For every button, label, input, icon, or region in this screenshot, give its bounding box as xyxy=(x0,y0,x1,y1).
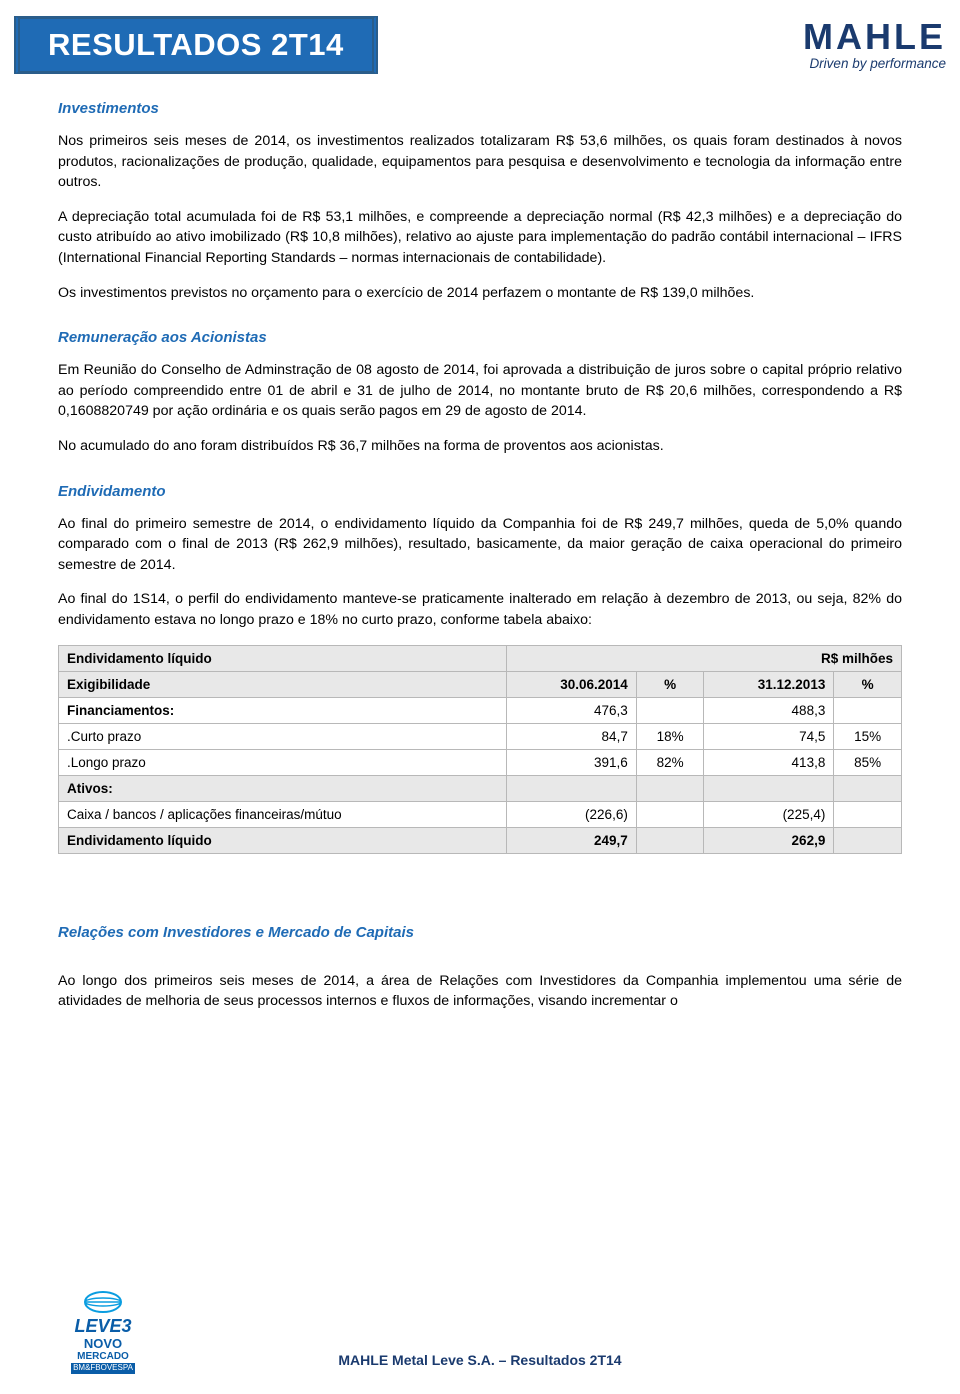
cell: 249,7 xyxy=(506,827,636,853)
cell: 413,8 xyxy=(704,749,834,775)
cell xyxy=(834,775,902,801)
cell: 30.06.2014 xyxy=(506,671,636,697)
paragraph: Os investimentos previstos no orçamento … xyxy=(58,283,902,304)
cell: Exigibilidade xyxy=(59,671,507,697)
cell: 488,3 xyxy=(704,697,834,723)
logo-text: MAHLE xyxy=(803,16,946,58)
cell xyxy=(506,775,636,801)
cell: 262,9 xyxy=(704,827,834,853)
paragraph: Em Reunião do Conselho de Adminstração d… xyxy=(58,360,902,422)
cell: 18% xyxy=(636,723,704,749)
cell: 15% xyxy=(834,723,902,749)
footer-logo-bm: BM&FBOVESPA xyxy=(71,1363,135,1374)
footer: LEVE3 NOVO MERCADO BM&FBOVESPA MAHLE Met… xyxy=(0,1290,960,1374)
cell: % xyxy=(636,671,704,697)
cell: 74,5 xyxy=(704,723,834,749)
table-row: .Longo prazo 391,6 82% 413,8 85% xyxy=(59,749,902,775)
cell: .Curto prazo xyxy=(59,723,507,749)
paragraph: A depreciação total acumulada foi de R$ … xyxy=(58,207,902,269)
cell: 31.12.2013 xyxy=(704,671,834,697)
footer-logo-novo: NOVO xyxy=(58,1337,148,1351)
cell: .Longo prazo xyxy=(59,749,507,775)
paragraph: Ao final do primeiro semestre de 2014, o… xyxy=(58,514,902,576)
cell xyxy=(834,697,902,723)
cell: (225,4) xyxy=(704,801,834,827)
section-heading-endividamento: Endividamento xyxy=(58,483,902,500)
page: RESULTADOS 2T14 MAHLE Driven by performa… xyxy=(0,0,960,1394)
footer-logo-mercado: MERCADO xyxy=(58,1351,148,1362)
cell: (226,6) xyxy=(506,801,636,827)
debt-table-wrap: Endividamento líquido R$ milhões Exigibi… xyxy=(58,645,902,854)
table-row: Endividamento líquido 249,7 262,9 xyxy=(59,827,902,853)
page-title: RESULTADOS 2T14 xyxy=(48,27,344,62)
brand-logo: MAHLE Driven by performance xyxy=(803,16,946,71)
table-row: Financiamentos: 476,3 488,3 xyxy=(59,697,902,723)
logo-tagline: Driven by performance xyxy=(803,56,946,71)
section-heading-relacoes: Relações com Investidores e Mercado de C… xyxy=(58,924,902,941)
cell xyxy=(636,827,704,853)
cell: 476,3 xyxy=(506,697,636,723)
cell xyxy=(636,801,704,827)
table-row: Endividamento líquido R$ milhões xyxy=(59,645,902,671)
cell: 82% xyxy=(636,749,704,775)
cell: % xyxy=(834,671,902,697)
globe-icon xyxy=(83,1290,123,1314)
cell xyxy=(704,775,834,801)
footer-text: MAHLE Metal Leve S.A. – Resultados 2T14 xyxy=(148,1352,812,1374)
cell: 85% xyxy=(834,749,902,775)
cell xyxy=(834,827,902,853)
cell xyxy=(636,697,704,723)
cell: 84,7 xyxy=(506,723,636,749)
paragraph: Ao longo dos primeiros seis meses de 201… xyxy=(58,971,902,1012)
footer-logo-icon xyxy=(58,1290,148,1317)
table-title-cell: Endividamento líquido xyxy=(59,645,507,671)
table-row: Ativos: xyxy=(59,775,902,801)
page-title-box: RESULTADOS 2T14 xyxy=(14,16,378,74)
footer-logo: LEVE3 NOVO MERCADO BM&FBOVESPA xyxy=(58,1290,148,1374)
table-row: .Curto prazo 84,7 18% 74,5 15% xyxy=(59,723,902,749)
section-heading-remuneracao: Remuneração aos Acionistas xyxy=(58,329,902,346)
paragraph: No acumulado do ano foram distribuídos R… xyxy=(58,436,902,457)
table-row: Exigibilidade 30.06.2014 % 31.12.2013 % xyxy=(59,671,902,697)
table-row: Caixa / bancos / aplicações financeiras/… xyxy=(59,801,902,827)
header: RESULTADOS 2T14 MAHLE Driven by performa… xyxy=(14,0,902,74)
cell: Financiamentos: xyxy=(59,697,507,723)
cell: Endividamento líquido xyxy=(59,827,507,853)
cell: Caixa / bancos / aplicações financeiras/… xyxy=(59,801,507,827)
table-unit-cell: R$ milhões xyxy=(506,645,901,671)
cell: 391,6 xyxy=(506,749,636,775)
cell xyxy=(636,775,704,801)
footer-logo-leve3: LEVE3 xyxy=(58,1317,148,1337)
paragraph: Nos primeiros seis meses de 2014, os inv… xyxy=(58,131,902,193)
cell: Ativos: xyxy=(59,775,507,801)
debt-table: Endividamento líquido R$ milhões Exigibi… xyxy=(58,645,902,854)
cell xyxy=(834,801,902,827)
section-heading-investimentos: Investimentos xyxy=(58,100,902,117)
paragraph: Ao final do 1S14, o perfil do endividame… xyxy=(58,589,902,630)
